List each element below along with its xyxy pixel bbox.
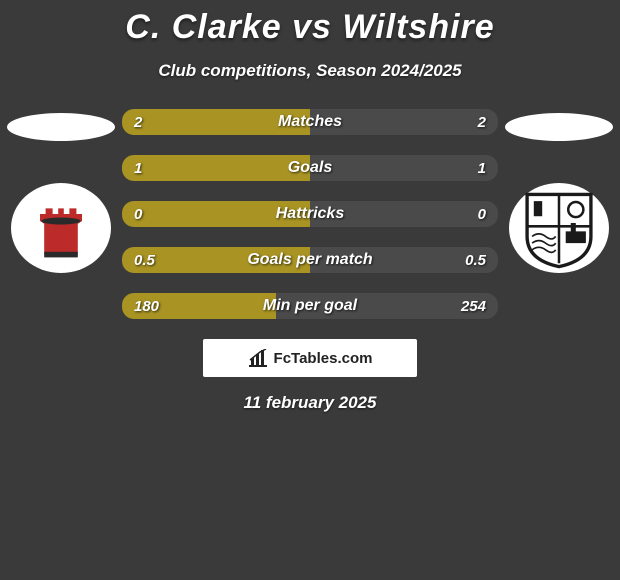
stat-right-value: 0 xyxy=(478,201,486,227)
main-row: Matches22Goals11Hattricks00Goals per mat… xyxy=(0,109,620,319)
shield-quarters-icon xyxy=(517,186,601,270)
stat-bar-right-segment xyxy=(310,109,498,135)
stat-right-value: 1 xyxy=(478,155,486,181)
stat-right-value: 254 xyxy=(461,293,486,319)
stat-bar-left-segment xyxy=(122,201,310,227)
left-club-badge xyxy=(11,183,111,273)
stat-bar-right-segment xyxy=(310,201,498,227)
branding-box: FcTables.com xyxy=(203,339,417,377)
page-title: C. Clarke vs Wiltshire xyxy=(0,8,620,47)
stat-bar-left-segment xyxy=(122,109,310,135)
tower-icon xyxy=(26,193,96,263)
right-flag-ellipse xyxy=(505,113,613,141)
stat-bar: Hattricks00 xyxy=(122,201,498,227)
stat-left-value: 180 xyxy=(134,293,159,319)
stat-bar-right-segment xyxy=(310,155,498,181)
left-player-col xyxy=(6,109,116,273)
stat-bar: Matches22 xyxy=(122,109,498,135)
stat-bar: Min per goal180254 xyxy=(122,293,498,319)
stat-left-value: 0 xyxy=(134,201,142,227)
comparison-infographic: C. Clarke vs Wiltshire Club competitions… xyxy=(0,0,620,580)
stat-right-value: 0.5 xyxy=(465,247,486,273)
stat-bars: Matches22Goals11Hattricks00Goals per mat… xyxy=(122,109,498,319)
page-subtitle: Club competitions, Season 2024/2025 xyxy=(0,61,620,81)
stat-right-value: 2 xyxy=(478,109,486,135)
stat-left-value: 2 xyxy=(134,109,142,135)
left-flag-ellipse xyxy=(7,113,115,141)
date-line: 11 february 2025 xyxy=(0,393,620,413)
right-player-col xyxy=(504,109,614,273)
stat-bar-left-segment xyxy=(122,155,310,181)
stat-left-value: 1 xyxy=(134,155,142,181)
stat-bar: Goals per match0.50.5 xyxy=(122,247,498,273)
stat-bar: Goals11 xyxy=(122,155,498,181)
bar-chart-icon xyxy=(248,349,268,367)
right-club-badge xyxy=(509,183,609,273)
stat-left-value: 0.5 xyxy=(134,247,155,273)
branding-text: FcTables.com xyxy=(274,350,373,367)
